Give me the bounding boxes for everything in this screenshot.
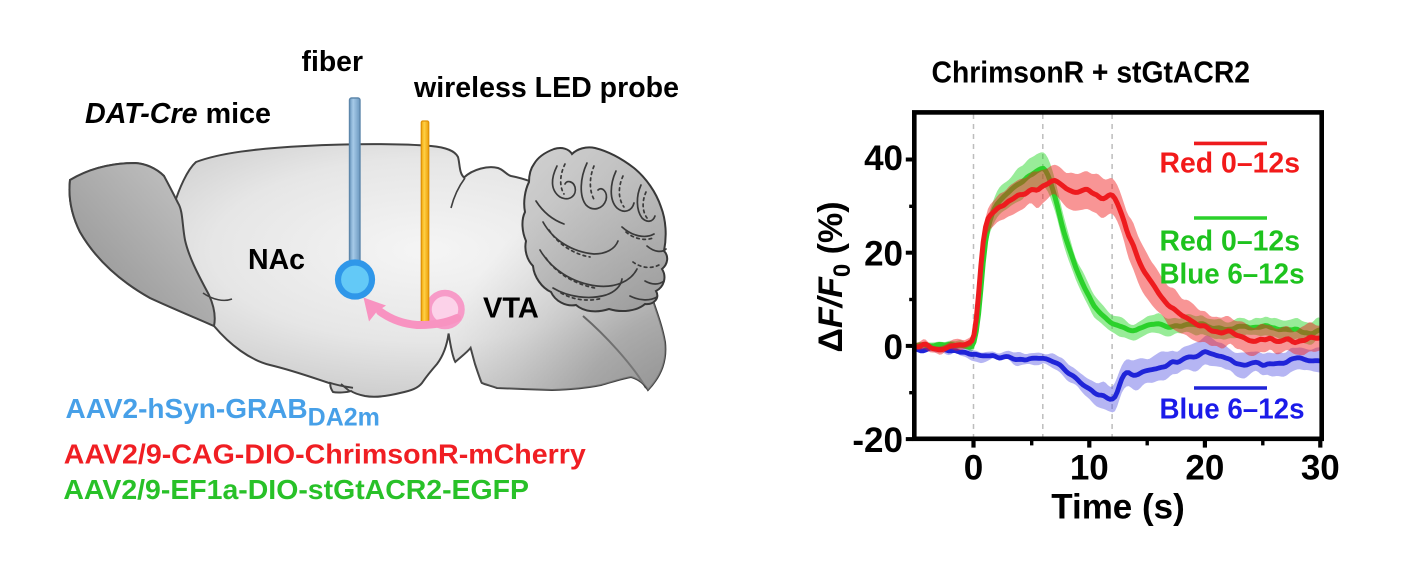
svg-text:0: 0 xyxy=(884,328,903,367)
svg-text:0: 0 xyxy=(964,449,983,488)
svg-text:Red 0–12s: Red 0–12s xyxy=(1160,147,1301,179)
svg-text:10: 10 xyxy=(1070,449,1109,488)
svg-text:AAV2/9-CAG-DIO-ChrimsonR-mCher: AAV2/9-CAG-DIO-ChrimsonR-mCherry xyxy=(64,438,586,469)
svg-text:fiber: fiber xyxy=(302,46,364,78)
svg-text:NAc: NAc xyxy=(248,244,305,276)
svg-text:wireless LED probe: wireless LED probe xyxy=(413,72,679,104)
svg-text:Red 0–12s: Red 0–12s xyxy=(1160,226,1301,258)
svg-text:DAT-Cre mice: DAT-Cre mice xyxy=(85,98,271,130)
svg-text:ΔF/F0 (%): ΔF/F0 (%) xyxy=(812,201,856,352)
svg-text:Blue 6–12s: Blue 6–12s xyxy=(1160,259,1305,291)
svg-text:Blue 6–12s: Blue 6–12s xyxy=(1160,394,1305,426)
svg-text:-20: -20 xyxy=(852,421,903,460)
svg-text:VTA: VTA xyxy=(483,293,539,325)
svg-text:AAV2/9-EF1a-DIO-stGtACR2-EGFP: AAV2/9-EF1a-DIO-stGtACR2-EGFP xyxy=(63,474,529,505)
svg-text:30: 30 xyxy=(1301,449,1340,488)
svg-text:40: 40 xyxy=(864,139,903,178)
svg-text:20: 20 xyxy=(864,235,903,274)
svg-text:20: 20 xyxy=(1185,449,1224,488)
svg-text:ChrimsonR + stGtACR2: ChrimsonR + stGtACR2 xyxy=(932,55,1251,90)
svg-text:Time (s): Time (s) xyxy=(1051,488,1185,527)
